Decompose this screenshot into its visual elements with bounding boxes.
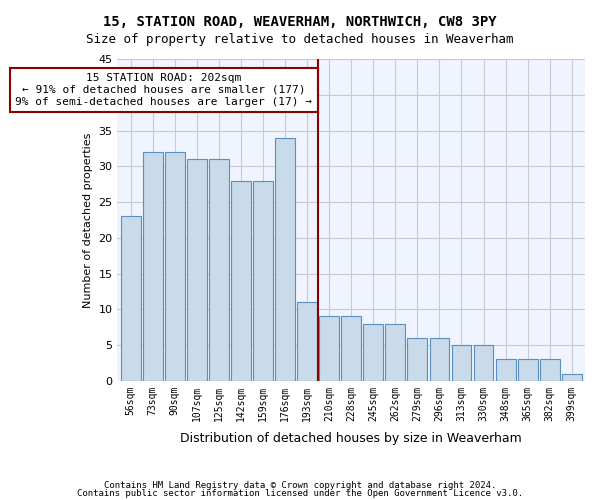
Y-axis label: Number of detached properties: Number of detached properties — [83, 132, 93, 308]
Bar — [231, 180, 251, 381]
Text: Size of property relative to detached houses in Weaverham: Size of property relative to detached ho… — [86, 32, 514, 46]
Bar — [364, 324, 383, 381]
Bar — [341, 316, 361, 381]
Bar — [121, 216, 140, 381]
Bar — [518, 360, 538, 381]
Bar — [297, 302, 317, 381]
Text: Contains HM Land Registry data © Crown copyright and database right 2024.: Contains HM Land Registry data © Crown c… — [104, 481, 496, 490]
Bar — [275, 138, 295, 381]
Bar — [209, 159, 229, 381]
Bar — [562, 374, 581, 381]
Bar — [452, 345, 472, 381]
X-axis label: Distribution of detached houses by size in Weaverham: Distribution of detached houses by size … — [181, 432, 522, 445]
Bar — [430, 338, 449, 381]
Bar — [407, 338, 427, 381]
Text: Contains public sector information licensed under the Open Government Licence v3: Contains public sector information licen… — [77, 488, 523, 498]
Text: 15 STATION ROAD: 202sqm
← 91% of detached houses are smaller (177)
9% of semi-de: 15 STATION ROAD: 202sqm ← 91% of detache… — [15, 74, 312, 106]
Text: 15, STATION ROAD, WEAVERHAM, NORTHWICH, CW8 3PY: 15, STATION ROAD, WEAVERHAM, NORTHWICH, … — [103, 15, 497, 29]
Bar — [385, 324, 405, 381]
Bar — [473, 345, 493, 381]
Bar — [165, 152, 185, 381]
Bar — [253, 180, 273, 381]
Bar — [496, 360, 515, 381]
Bar — [143, 152, 163, 381]
Bar — [540, 360, 560, 381]
Bar — [187, 159, 207, 381]
Bar — [319, 316, 339, 381]
